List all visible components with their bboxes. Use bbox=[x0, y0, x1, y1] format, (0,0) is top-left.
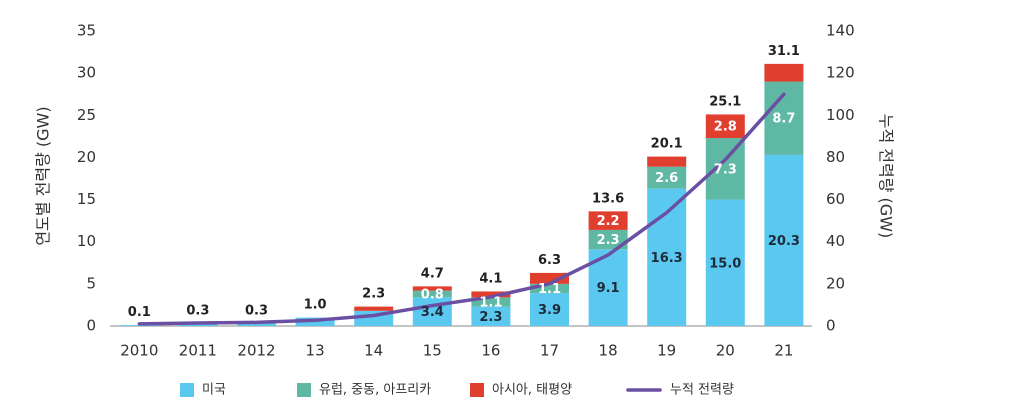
bar-segment bbox=[530, 272, 569, 284]
legend-swatch bbox=[180, 383, 194, 397]
bar-segment bbox=[647, 156, 687, 167]
bar-segment bbox=[647, 166, 687, 189]
segment-labels: 3.40.82.31.13.91.1 9.12.32.216.32.615.07.… bbox=[421, 112, 800, 325]
y2-tick-label: 60 bbox=[826, 190, 845, 208]
bar-segment bbox=[705, 138, 745, 200]
y-tick-label: 5 bbox=[86, 274, 96, 292]
total-label: 1.0 bbox=[304, 298, 327, 313]
segment-label: 16.3 bbox=[651, 251, 683, 266]
left-axis-title: 연도별 전력량 (GW) bbox=[34, 106, 53, 245]
right-axis-title: 누적 전력량 (GW) bbox=[877, 114, 896, 238]
x-tick-label: 17 bbox=[540, 342, 559, 360]
bar-segment bbox=[412, 286, 452, 291]
total-label: 25.1 bbox=[709, 94, 741, 109]
segment-label: 3.9 bbox=[538, 303, 561, 318]
total-label: 13.6 bbox=[592, 191, 624, 206]
bar-segment bbox=[412, 290, 452, 298]
bar-segment bbox=[764, 63, 804, 82]
bars bbox=[119, 63, 804, 326]
x-tick-label: 21 bbox=[774, 342, 793, 360]
total-label: 0.3 bbox=[186, 303, 209, 318]
total-label: 0.3 bbox=[245, 303, 268, 318]
segment-label: 1.1 bbox=[479, 295, 502, 310]
legend-label: 미국 bbox=[202, 383, 226, 398]
bar-segment bbox=[588, 211, 628, 230]
total-label: 2.3 bbox=[362, 287, 385, 302]
y2-tick-label: 20 bbox=[826, 274, 845, 292]
bar-segment bbox=[705, 199, 745, 326]
segment-label: 2.8 bbox=[714, 120, 737, 135]
y-tick-label: 0 bbox=[86, 317, 96, 335]
segment-label: 0.8 bbox=[421, 287, 444, 302]
y-tick-label: 25 bbox=[77, 106, 96, 124]
total-label: 20.1 bbox=[651, 137, 683, 152]
x-tick-label: 20 bbox=[716, 342, 735, 360]
y2-tick-label: 120 bbox=[826, 64, 855, 82]
left-axis-ticks: 0 5 10 15 20 25 30 35 bbox=[77, 22, 96, 335]
bar-segment bbox=[237, 323, 276, 326]
segment-label: 9.1 bbox=[597, 281, 620, 296]
legend: 미국 유럽, 중동, 아프리카 아시아, 태평양 누적 전력량 bbox=[180, 383, 734, 398]
bar-segment bbox=[764, 154, 804, 326]
x-tick-label: 2011 bbox=[179, 342, 217, 360]
segment-label: 2.2 bbox=[597, 214, 620, 229]
y-tick-label: 20 bbox=[77, 148, 96, 166]
bar-segment bbox=[471, 306, 511, 326]
bar-segment bbox=[471, 291, 511, 298]
segment-label: 8.7 bbox=[772, 112, 795, 127]
segment-label: 2.3 bbox=[597, 233, 620, 248]
total-label: 31.1 bbox=[768, 44, 800, 59]
x-tick-label: 19 bbox=[657, 342, 676, 360]
y2-tick-label: 40 bbox=[826, 232, 845, 250]
bar-segment bbox=[471, 297, 511, 307]
x-tick-label: 16 bbox=[481, 342, 500, 360]
total-label: 6.3 bbox=[538, 253, 561, 268]
segment-label: 2.6 bbox=[655, 171, 678, 186]
total-label: 0.1 bbox=[128, 305, 151, 320]
legend-swatch bbox=[297, 383, 311, 397]
y-tick-label: 35 bbox=[77, 22, 96, 40]
legend-label: 아시아, 태평양 bbox=[492, 383, 572, 398]
legend-label: 누적 전력량 bbox=[670, 383, 734, 398]
y2-tick-label: 80 bbox=[826, 148, 845, 166]
y-tick-label: 30 bbox=[77, 64, 96, 82]
right-axis-ticks: 0 20 40 60 80 100 120 140 bbox=[826, 22, 855, 335]
segment-label: 2.3 bbox=[479, 310, 502, 325]
x-tick-label: 14 bbox=[364, 342, 383, 360]
y2-tick-label: 0 bbox=[826, 317, 836, 335]
x-tick-label: 2010 bbox=[120, 342, 158, 360]
x-tick-label: 13 bbox=[306, 342, 325, 360]
segment-label: 3.4 bbox=[421, 305, 444, 320]
total-label: 4.7 bbox=[421, 266, 444, 281]
bar-segment bbox=[705, 114, 745, 139]
cumulative-line bbox=[137, 92, 786, 326]
total-label: 4.1 bbox=[479, 271, 502, 286]
segment-label: 1.1 bbox=[538, 282, 561, 297]
x-axis-ticks: 2010 2011 2012 13 14 15 16 17 18 19 20 21 bbox=[120, 342, 793, 360]
y-tick-label: 15 bbox=[77, 190, 96, 208]
bar-segment bbox=[530, 293, 569, 326]
y-tick-label: 10 bbox=[77, 232, 96, 250]
segment-label: 20.3 bbox=[768, 234, 800, 249]
cumulative-line-path bbox=[137, 92, 786, 326]
bar-segment bbox=[354, 306, 394, 311]
x-tick-label: 15 bbox=[423, 342, 442, 360]
bar-segment bbox=[530, 283, 569, 294]
legend-swatch bbox=[470, 383, 484, 397]
segment-label: 7.3 bbox=[714, 162, 737, 177]
x-tick-label: 18 bbox=[599, 342, 618, 360]
total-labels: 0.1 0.3 0.3 1.0 2.3 4.7 4.1 6.3 13.6 20.1 25.1 31.1 bbox=[128, 44, 800, 320]
y2-tick-label: 100 bbox=[826, 106, 855, 124]
x-tick-label: 2012 bbox=[237, 342, 275, 360]
y2-tick-label: 140 bbox=[826, 22, 855, 40]
segment-label: 15.0 bbox=[709, 256, 741, 271]
legend-label: 유럽, 중동, 아프리카 bbox=[319, 383, 431, 398]
bar-segment bbox=[588, 229, 628, 250]
